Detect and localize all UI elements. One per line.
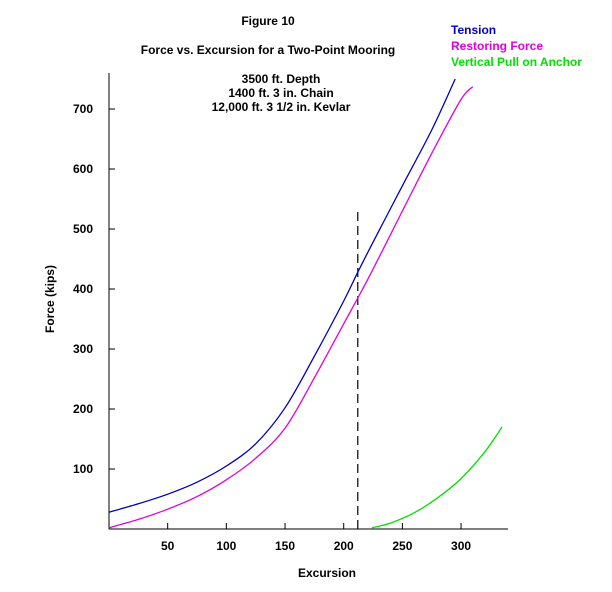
x-tick-label: 150 [275,539,295,553]
y-tick-label: 200 [73,402,93,416]
axes: 50 100 150 200 250 300 100 200 300 400 500 600 700 [73,73,508,553]
figure-label: Figure 10 [241,14,295,28]
legend-entry-vertical-pull: Vertical Pull on Anchor [451,55,582,69]
series-line-restoring-force [108,86,474,529]
x-tick-label: 250 [392,539,412,553]
y-tick-label: 400 [73,282,93,296]
y-tick-label: 500 [73,222,93,236]
x-tick-label: 50 [161,539,175,553]
chart-title: Force vs. Excursion for a Two-Point Moor… [140,43,396,57]
annotation-depth: 3500 ft. Depth [241,72,321,86]
annotation-kevlar: 12,000 ft. 3 1/2 in. Kevlar [211,100,351,114]
legend-entry-restoring-force: Restoring Force [451,39,544,53]
legend-entry-tension: Tension [451,23,497,37]
x-tick-label: 200 [334,539,354,553]
x-tick-label: 100 [216,539,236,553]
y-tick-label: 300 [73,342,93,356]
x-tick-label: 300 [451,539,471,553]
series-group [108,78,503,529]
y-tick-label: 700 [73,102,93,116]
x-axis-label: Excursion [298,566,356,580]
y-tick-label: 600 [73,162,93,176]
legend: Tension Restoring Force Vertical Pull on… [451,22,582,70]
annotation-chain: 1400 ft. 3 in. Chain [228,86,334,100]
y-tick-label: 100 [73,462,93,476]
y-axis-label: Force (kips) [43,265,57,333]
series-line-vertical-pull [371,426,503,529]
series-line-tension [108,78,456,513]
